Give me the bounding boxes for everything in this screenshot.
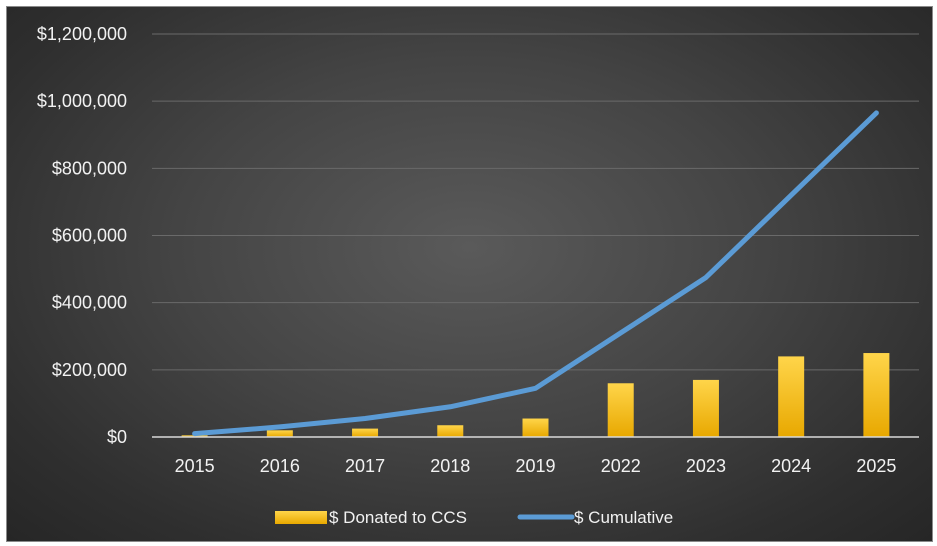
line-series	[192, 110, 879, 437]
cumulative-donations-chart: $0 $200,000 $400,000 $600,000 $800,000 $1,000…	[37, 24, 919, 527]
y-tick-label: $600,000	[52, 226, 127, 246]
x-tick-label: 2015	[175, 456, 215, 476]
x-tick-label: 2025	[856, 456, 896, 476]
legend: $ Donated to CCS $ Cumulative	[275, 508, 673, 527]
bar-donated-2019	[522, 418, 549, 437]
y-tick-label: $400,000	[52, 293, 127, 313]
bar-donated-2024	[778, 356, 805, 437]
x-tick-label: 2022	[601, 456, 641, 476]
legend-label-donated: $ Donated to CCS	[329, 508, 467, 527]
y-tick-label: $1,200,000	[37, 24, 127, 44]
bar-donated-2017	[352, 428, 379, 437]
y-tick-label: $0	[107, 427, 127, 447]
x-tick-label: 2023	[686, 456, 726, 476]
x-tick-label: 2024	[771, 456, 811, 476]
bar-donated-2016	[266, 430, 293, 437]
y-tick-label: $800,000	[52, 158, 127, 178]
y-tick-label: $200,000	[52, 360, 127, 380]
bar-donated-2025	[863, 353, 890, 437]
x-tick-label: 2018	[430, 456, 470, 476]
chart-frame: $0 $200,000 $400,000 $600,000 $800,000 $1,000…	[6, 6, 933, 542]
bar-donated-2023	[692, 379, 719, 437]
legend-label-cumulative: $ Cumulative	[574, 508, 673, 527]
x-tick-label: 2017	[345, 456, 385, 476]
x-axis-ticks: 2015 2016 2017 2018 2019 2022 2023 2024 2025	[175, 456, 897, 476]
legend-swatch-donated	[275, 511, 327, 524]
gridlines	[152, 33, 919, 371]
y-axis-ticks: $0 $200,000 $400,000 $600,000 $800,000 $1,000…	[37, 24, 127, 447]
bar-donated-2015	[181, 435, 208, 437]
bar-series	[181, 353, 890, 437]
bar-donated-2022	[607, 383, 634, 437]
y-tick-label: $1,000,000	[37, 91, 127, 111]
x-tick-label: 2016	[260, 456, 300, 476]
bar-donated-2018	[437, 425, 464, 437]
line-cumulative	[192, 110, 879, 437]
x-tick-label: 2019	[515, 456, 555, 476]
